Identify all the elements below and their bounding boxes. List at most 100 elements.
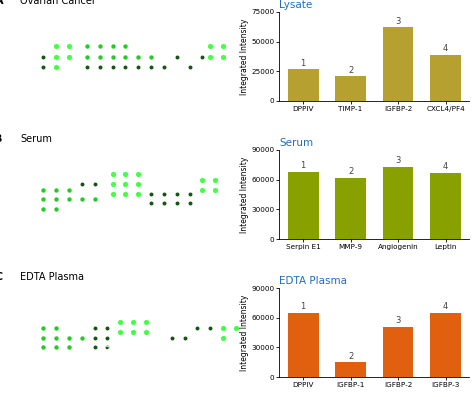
Point: [147, 64, 155, 71]
Point: [142, 318, 150, 325]
Point: [122, 191, 129, 197]
Text: 4: 4: [215, 167, 220, 176]
Bar: [430, 313, 461, 377]
Point: [135, 64, 142, 71]
Point: [39, 187, 47, 193]
Point: [122, 64, 129, 71]
Text: 1: 1: [28, 206, 33, 215]
Point: [109, 64, 117, 71]
Point: [91, 334, 99, 341]
Bar: [383, 167, 413, 239]
Point: [219, 324, 227, 331]
Point: [11, 29, 19, 35]
Point: [96, 42, 103, 49]
Text: Serum: Serum: [280, 138, 314, 148]
Point: [122, 54, 129, 61]
Point: [39, 334, 47, 341]
Point: [193, 324, 201, 331]
Point: [117, 318, 124, 325]
Point: [219, 54, 227, 61]
Point: [109, 191, 117, 197]
Text: 4: 4: [443, 44, 448, 53]
Point: [52, 324, 60, 331]
Point: [173, 200, 181, 206]
Point: [24, 216, 32, 222]
Text: EDTA Plasma: EDTA Plasma: [20, 272, 84, 282]
Point: [199, 187, 206, 193]
Point: [247, 29, 255, 35]
Point: [109, 42, 117, 49]
Bar: [430, 55, 461, 101]
Point: [78, 181, 86, 187]
Bar: [335, 76, 366, 101]
Point: [206, 324, 214, 331]
Text: 2: 2: [100, 346, 105, 355]
Point: [65, 42, 73, 49]
Text: C: C: [0, 272, 2, 282]
Text: 4: 4: [443, 162, 448, 172]
Point: [247, 304, 255, 311]
Point: [109, 171, 117, 177]
Point: [39, 206, 47, 212]
Point: [65, 187, 73, 193]
Point: [52, 196, 60, 202]
Bar: [383, 327, 413, 377]
Y-axis label: Integrated Intensity: Integrated Intensity: [240, 18, 249, 94]
Point: [52, 206, 60, 212]
Point: [219, 42, 227, 49]
Text: 2: 2: [348, 352, 353, 361]
Point: [39, 64, 47, 71]
Point: [65, 334, 73, 341]
Bar: [335, 178, 366, 239]
Point: [39, 344, 47, 351]
Point: [11, 354, 19, 360]
Point: [122, 42, 129, 49]
Point: [211, 187, 219, 193]
Text: 4: 4: [220, 29, 226, 38]
Point: [91, 196, 99, 202]
Text: 2: 2: [348, 66, 353, 75]
Point: [24, 78, 32, 85]
Text: 2: 2: [74, 70, 79, 79]
Text: 3: 3: [105, 346, 110, 355]
Y-axis label: Integrated Intensity: Integrated Intensity: [240, 156, 249, 233]
Point: [186, 64, 193, 71]
Point: [199, 177, 206, 183]
Point: [11, 167, 19, 173]
Point: [235, 304, 242, 311]
Bar: [288, 69, 319, 101]
Point: [65, 344, 73, 351]
Text: EDTA Plasma: EDTA Plasma: [280, 276, 347, 286]
Text: 2: 2: [66, 206, 72, 215]
Point: [11, 78, 19, 85]
Point: [135, 191, 142, 197]
Point: [160, 200, 168, 206]
Point: [83, 42, 91, 49]
Y-axis label: Integrated Intensity: Integrated Intensity: [240, 295, 249, 371]
Point: [160, 191, 168, 197]
Point: [52, 187, 60, 193]
Point: [11, 216, 19, 222]
Point: [168, 334, 175, 341]
Point: [206, 42, 214, 49]
Point: [24, 354, 32, 360]
Point: [52, 344, 60, 351]
Point: [206, 54, 214, 61]
Text: 1: 1: [301, 162, 306, 170]
Point: [52, 54, 60, 61]
Point: [104, 324, 111, 331]
Point: [91, 324, 99, 331]
Point: [65, 54, 73, 61]
Text: 4: 4: [130, 346, 136, 355]
Bar: [335, 362, 366, 377]
Point: [186, 191, 193, 197]
Point: [39, 324, 47, 331]
Point: [91, 344, 99, 351]
Text: B: B: [0, 134, 3, 144]
Point: [96, 54, 103, 61]
Point: [104, 334, 111, 341]
Text: Serum: Serum: [20, 134, 52, 144]
Text: 1: 1: [60, 29, 65, 38]
Point: [147, 191, 155, 197]
Text: A: A: [0, 0, 3, 6]
